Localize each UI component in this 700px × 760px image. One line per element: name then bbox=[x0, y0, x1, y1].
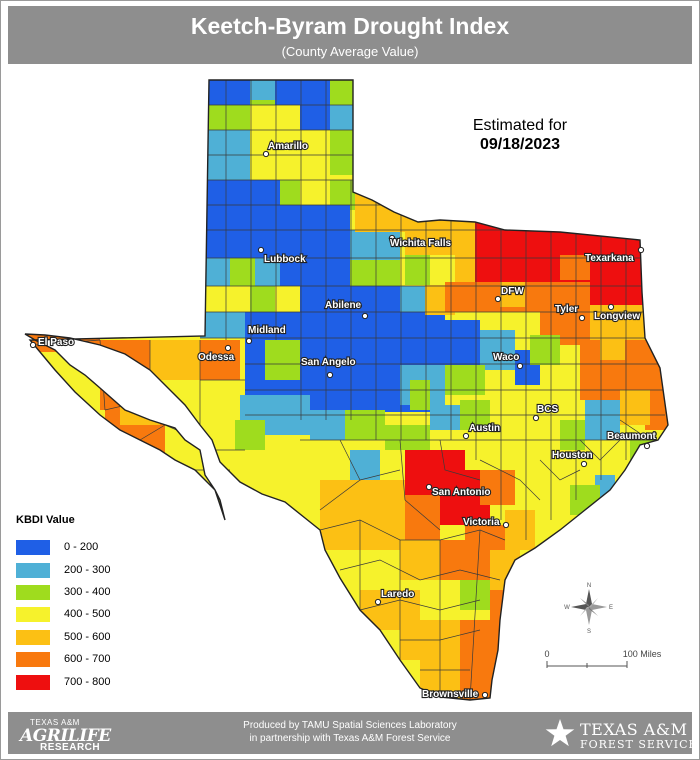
compass-s: S bbox=[587, 629, 591, 635]
city-label: Abilene bbox=[325, 300, 362, 311]
map-title: Keetch-Byram Drought Index bbox=[190, 13, 510, 39]
city-marker-icon bbox=[224, 344, 232, 352]
city-marker-icon bbox=[374, 598, 382, 606]
map-subtitle: (County Average Value) bbox=[281, 44, 419, 59]
city-marker-icon bbox=[361, 312, 369, 320]
city-marker-icon bbox=[462, 432, 470, 440]
agrilife-logo-line2: AGRILIFE bbox=[20, 726, 111, 746]
legend-swatch bbox=[16, 675, 50, 690]
legend-swatch bbox=[16, 540, 50, 555]
title-banner: Keetch-Byram Drought Index (County Avera… bbox=[8, 6, 692, 64]
agrilife-logo-line1: TEXAS A&M bbox=[30, 718, 80, 727]
city-label: Austin bbox=[469, 423, 500, 434]
city-marker-icon bbox=[578, 314, 586, 322]
city-label: Beaumont bbox=[607, 431, 657, 442]
city-marker-icon bbox=[326, 371, 334, 379]
compass-e: E bbox=[609, 605, 613, 611]
agrilife-logo: TEXAS A&M AGRILIFE RESEARCH bbox=[16, 716, 136, 753]
legend-label: 200 - 300 bbox=[64, 564, 111, 576]
city-label: Victoria bbox=[463, 517, 500, 528]
city-marker-icon bbox=[516, 362, 524, 370]
compass-n: N bbox=[587, 583, 591, 589]
legend-title: KBDI Value bbox=[16, 514, 75, 526]
compass-w: W bbox=[564, 605, 570, 611]
city-label: Texarkana bbox=[585, 253, 634, 264]
legend-swatch bbox=[16, 652, 50, 667]
credit-line-1: Produced by TAMU Spatial Sciences Labora… bbox=[243, 720, 457, 731]
city-label: DFW bbox=[501, 286, 524, 297]
texas-drought-map: Amarillo Wichita Falls Texarkana Lubbock DFW… bbox=[24, 79, 669, 701]
forest-service-logo-line1: TEXAS A&M bbox=[580, 720, 688, 739]
forest-service-logo-line2: FOREST SERVICE bbox=[580, 738, 698, 751]
city-label: Midland bbox=[248, 325, 286, 336]
star-icon bbox=[545, 719, 575, 747]
city-marker-icon bbox=[425, 483, 433, 491]
city-marker-icon bbox=[29, 341, 37, 349]
scale-bar: 0 100 Miles bbox=[544, 649, 662, 668]
scale-end-label: 100 Miles bbox=[623, 649, 662, 659]
city-marker-icon bbox=[388, 234, 396, 242]
city-label: Odessa bbox=[198, 352, 235, 363]
city-label: El Paso bbox=[38, 337, 74, 348]
date-value: 09/18/2023 bbox=[479, 136, 561, 153]
city-label: Lubbock bbox=[264, 254, 306, 265]
city-label: Longview bbox=[594, 311, 640, 322]
city-marker-icon bbox=[532, 414, 540, 422]
city-marker-icon bbox=[502, 521, 510, 529]
city-label: San Antonio bbox=[432, 487, 491, 498]
legend-swatch bbox=[16, 630, 50, 645]
city-markers: Amarillo Wichita Falls Texarkana Lubbock DFW… bbox=[29, 140, 658, 701]
footer-banner: TEXAS A&M AGRILIFE RESEARCH Produced by … bbox=[8, 712, 697, 754]
date-caption: Estimated for bbox=[472, 117, 568, 134]
legend-swatch bbox=[16, 563, 50, 578]
city-label: Laredo bbox=[381, 589, 414, 600]
scale-start-label: 0 bbox=[544, 649, 549, 659]
legend-label: 0 - 200 bbox=[64, 541, 99, 553]
city-label: Houston bbox=[552, 450, 593, 461]
legend-label: 600 - 700 bbox=[64, 653, 111, 665]
city-label: BCS bbox=[537, 404, 558, 415]
city-marker-icon bbox=[262, 150, 270, 158]
city-label: San Angelo bbox=[301, 357, 356, 368]
credit-line-2: in partnership with Texas A&M Forest Ser… bbox=[249, 733, 451, 744]
city-marker-icon bbox=[637, 246, 645, 254]
city-marker-icon bbox=[481, 691, 489, 699]
city-marker-icon bbox=[257, 246, 265, 254]
city-label: Waco bbox=[493, 352, 519, 363]
city-marker-icon bbox=[643, 442, 651, 450]
compass-rose-icon: N S E W bbox=[564, 583, 613, 635]
city-label: Wichita Falls bbox=[390, 238, 451, 249]
city-label: Tyler bbox=[555, 304, 578, 315]
legend-label: 400 - 500 bbox=[64, 608, 111, 620]
forest-service-logo: TEXAS A&M FOREST SERVICE bbox=[544, 716, 697, 752]
legend-label: 700 - 800 bbox=[64, 676, 111, 688]
city-label: Amarillo bbox=[268, 141, 308, 152]
city-marker-icon bbox=[494, 295, 502, 303]
legend-label: 500 - 600 bbox=[64, 631, 111, 643]
city-marker-icon bbox=[607, 303, 615, 311]
legend-swatch bbox=[16, 585, 50, 600]
legend-label: 300 - 400 bbox=[64, 586, 111, 598]
city-marker-icon bbox=[245, 337, 253, 345]
city-label: Brownsville bbox=[422, 689, 479, 700]
city-marker-icon bbox=[580, 460, 588, 468]
agrilife-logo-line3: RESEARCH bbox=[40, 742, 101, 753]
legend-swatch bbox=[16, 607, 50, 622]
